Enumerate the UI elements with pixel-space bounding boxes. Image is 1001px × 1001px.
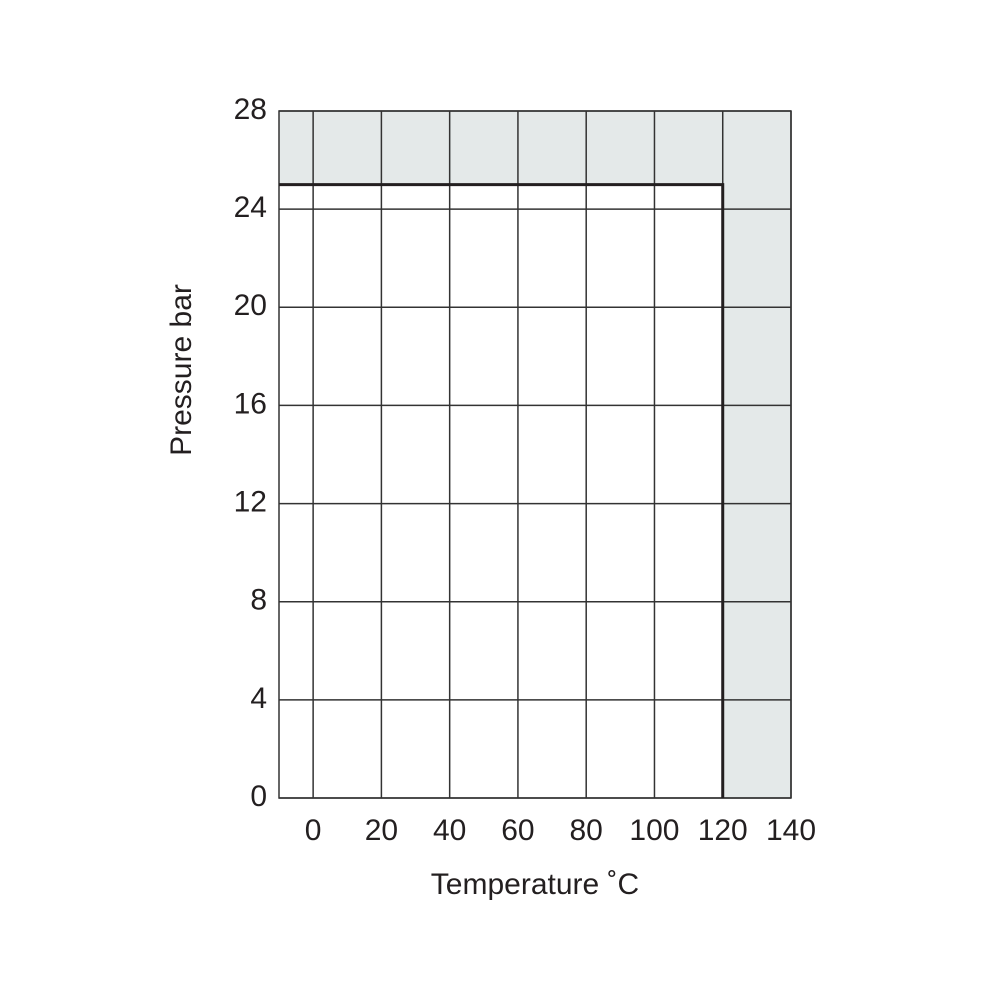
y-tick-label: 20 (234, 289, 267, 322)
limit-line (279, 183, 725, 798)
y-axis-title: Pressure bar (165, 284, 198, 456)
y-tick-label: 8 (250, 584, 267, 617)
allowed-region (279, 184, 723, 798)
y-tick-label: 0 (250, 780, 267, 813)
x-tick-label: 40 (433, 814, 466, 847)
y-tick-label: 24 (234, 191, 267, 224)
y-tick-label: 12 (234, 485, 267, 518)
y-tick-label: 16 (234, 387, 267, 420)
x-tick-label: 120 (698, 814, 748, 847)
x-tick-label: 20 (365, 814, 398, 847)
y-tick-label: 4 (250, 682, 267, 715)
y-tick-label: 28 (234, 93, 267, 126)
x-tick-label: 100 (629, 814, 679, 847)
x-tick-label: 80 (570, 814, 603, 847)
x-axis-title: Temperature ˚C (431, 868, 639, 901)
plot-frame (278, 110, 792, 799)
x-tick-label: 60 (501, 814, 534, 847)
x-tick-label: 140 (766, 814, 816, 847)
x-tick-label: 0 (305, 814, 322, 847)
